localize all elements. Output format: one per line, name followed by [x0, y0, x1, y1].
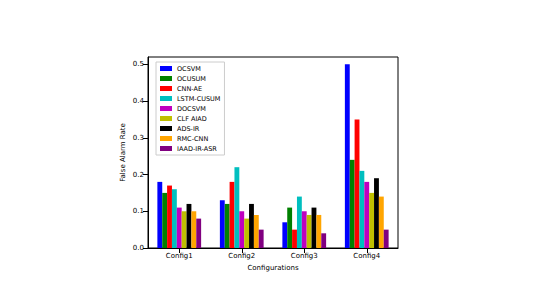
svg-text:OCUSUM: OCUSUM [177, 75, 206, 83]
svg-text:Config1: Config1 [166, 252, 193, 260]
svg-text:False Alarm Rate: False Alarm Rate [119, 123, 127, 182]
svg-text:DOCSVM: DOCSVM [177, 105, 206, 113]
svg-text:OCSVM: OCSVM [177, 65, 201, 73]
svg-text:Configurations: Configurations [247, 264, 298, 272]
svg-text:0.3: 0.3 [133, 134, 144, 142]
svg-text:Config3: Config3 [291, 252, 318, 260]
svg-text:CNN-AE: CNN-AE [177, 85, 202, 93]
svg-text:Config2: Config2 [228, 252, 255, 260]
svg-text:ADS-IR: ADS-IR [177, 125, 200, 133]
svg-text:LSTM-CUSUM: LSTM-CUSUM [177, 95, 220, 103]
svg-text:0.0: 0.0 [133, 244, 144, 252]
svg-text:0.5: 0.5 [133, 60, 144, 68]
svg-text:CLF AIAD: CLF AIAD [177, 115, 207, 123]
svg-text:0.1: 0.1 [133, 207, 144, 215]
svg-text:RMC-CNN: RMC-CNN [177, 135, 208, 143]
svg-text:IAAD-IR-ASR: IAAD-IR-ASR [177, 145, 217, 153]
svg-text:0.4: 0.4 [133, 97, 145, 105]
svg-text:Config4: Config4 [353, 252, 380, 260]
svg-text:0.2: 0.2 [133, 171, 144, 179]
